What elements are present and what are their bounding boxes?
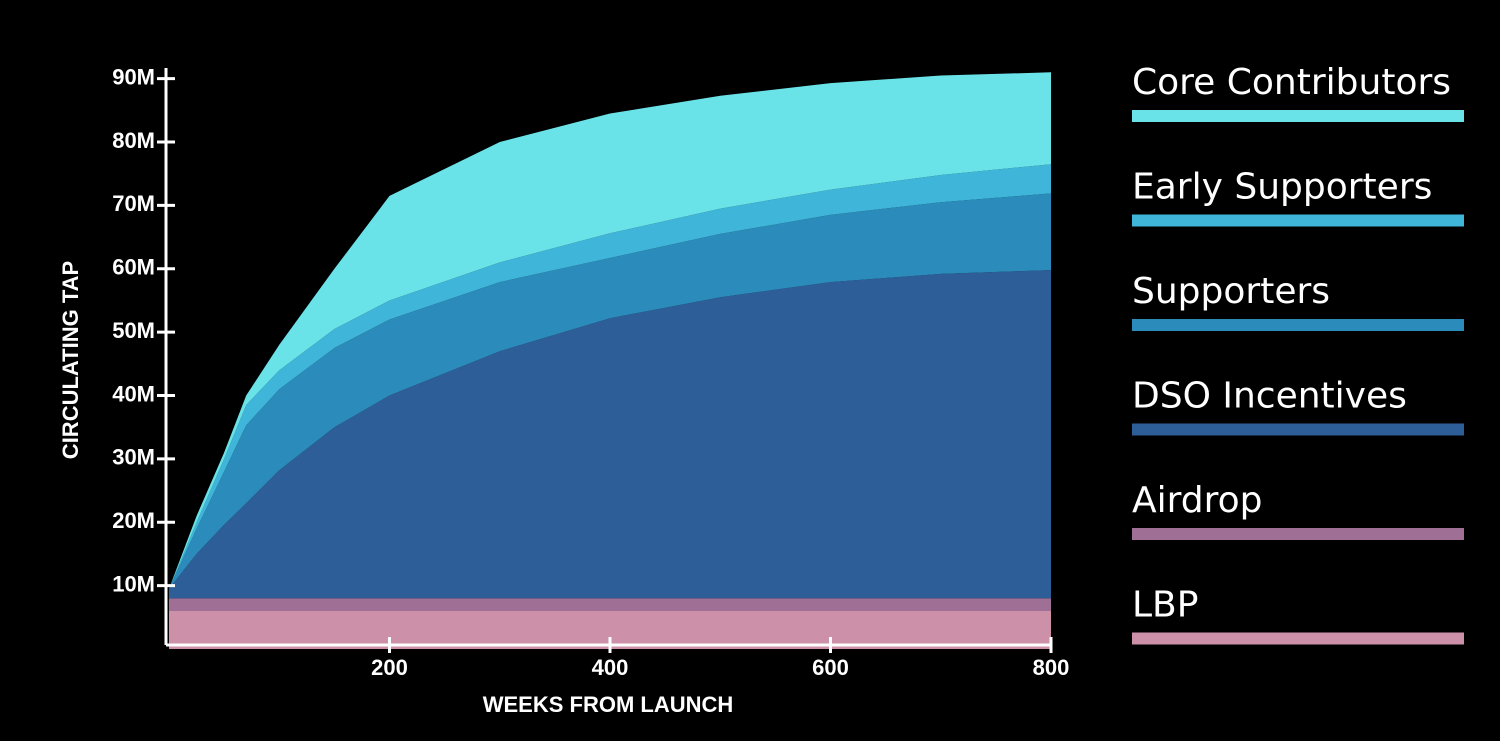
legend-swatch (1132, 214, 1464, 227)
area (169, 164, 1051, 589)
legend-swatch (1132, 319, 1464, 331)
y-tick-label: 20M (112, 508, 155, 533)
x-tick-label: 400 (592, 655, 629, 680)
legend-label: Early Supporters (1132, 167, 1432, 208)
legend-label: Airdrop (1132, 480, 1263, 521)
y-tick-label: 10M (112, 571, 155, 596)
area (169, 598, 1051, 611)
y-tick-label: 80M (112, 128, 155, 153)
y-tick-label: 40M (112, 381, 155, 406)
y-tick-label: 60M (112, 255, 155, 280)
x-axis-title: WEEKS FROM LAUNCH (483, 692, 734, 717)
x-tick-label: 800 (1033, 655, 1070, 680)
area (169, 72, 1051, 589)
legend-swatch (1132, 528, 1464, 540)
legend-swatch (1132, 632, 1464, 645)
legend-label: Supporters (1132, 271, 1330, 312)
y-axis-title: CIRCULATING TAP (58, 261, 83, 459)
legend-swatch (1132, 110, 1464, 122)
y-tick-label: 50M (112, 318, 155, 343)
x-tick-label: 200 (371, 655, 408, 680)
legend-label: LBP (1132, 585, 1198, 626)
legend-label: Core Contributors (1132, 62, 1451, 103)
x-tick-label: 600 (812, 655, 849, 680)
y-tick-label: 70M (112, 191, 155, 216)
area (169, 270, 1051, 599)
legend-swatch (1132, 423, 1464, 436)
y-tick-label: 90M (112, 64, 155, 89)
area (169, 193, 1051, 589)
plot-area (169, 72, 1051, 649)
legend-label: DSO Incentives (1132, 376, 1407, 417)
y-tick-label: 30M (112, 445, 155, 470)
